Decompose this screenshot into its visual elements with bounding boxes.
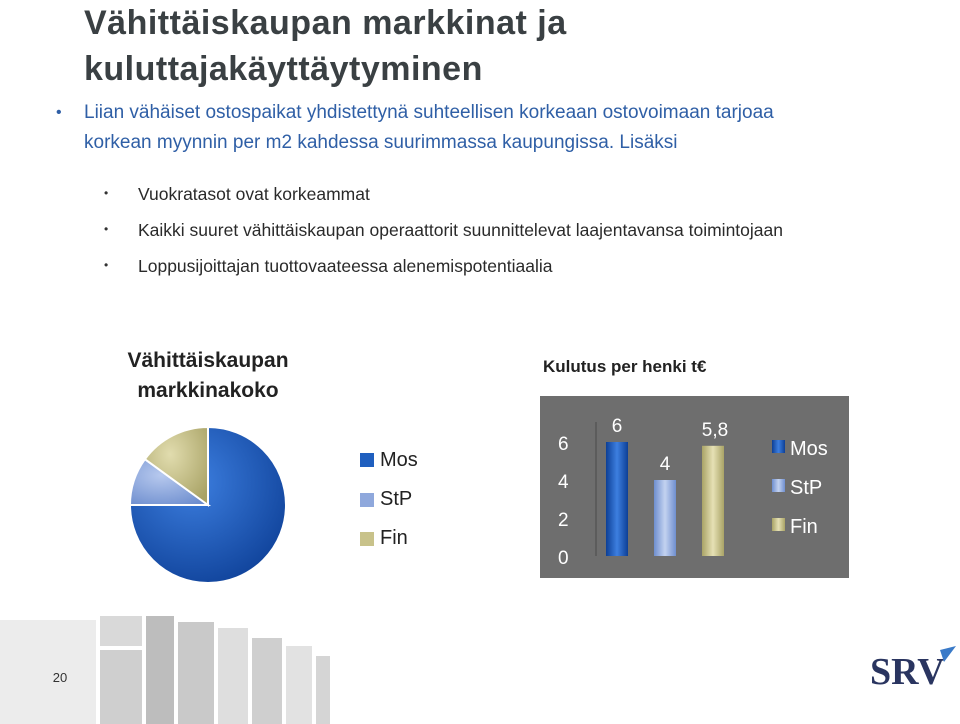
sub-bullet-marker: • — [104, 222, 109, 236]
bar-chart-y-tick: 2 — [558, 510, 569, 531]
sub-bullet-3: Loppusijoittajan tuottovaateessa alenemi… — [138, 256, 553, 276]
bar-data-label-stp: 4 — [660, 454, 671, 475]
bar-fin — [702, 445, 724, 556]
slide-title-line1: Vähittäiskaupan markkinat ja — [84, 4, 567, 42]
pie-legend-swatch-mos — [360, 453, 374, 467]
bar-data-label-mos: 6 — [612, 416, 623, 437]
slide-title: Vähittäiskaupan markkinat ja kuluttajakä… — [84, 0, 944, 92]
bar-legend-mos: Mos — [790, 438, 828, 460]
sub-bullet-marker: • — [104, 258, 109, 272]
bar-legend-swatch-fin — [772, 518, 785, 531]
sub-bullet-marker: • — [104, 186, 109, 200]
pie-chart-title: Vähittäiskaupan markkinakoko — [100, 346, 316, 406]
pie-legend-mos: Mos — [380, 449, 418, 471]
bar-chart: 0 2 4 6 6 4 5,8 Mos StP Fin — [558, 416, 828, 569]
lead-bullet: • — [56, 104, 62, 121]
bar-chart-title: Kulutus per henki t€ — [543, 357, 707, 376]
bar-chart-y-tick: 6 — [558, 434, 569, 455]
footer-decoration — [0, 616, 330, 724]
pie-legend-swatch-fin — [360, 532, 374, 546]
bar-data-label-fin: 5,8 — [702, 420, 728, 441]
lead-line2: korkean myynnin per m2 kahdessa suurimma… — [84, 132, 678, 153]
pie-chart-title-line1: Vähittäiskaupan — [127, 349, 289, 372]
pie-slice-mos — [128, 425, 287, 584]
srv-logo-text: SRV — [870, 651, 945, 690]
bar-mos — [606, 442, 628, 556]
slide-title-line2: kuluttajakäyttäytyminen — [84, 50, 483, 88]
pie-chart — [128, 425, 287, 584]
sub-bullet-2: Kaikki suuret vähittäiskaupan operaattor… — [138, 220, 783, 240]
bar-chart-y-tick: 4 — [558, 472, 569, 493]
lead-paragraph: Liian vähäiset ostospaikat yhdistettynä … — [84, 98, 944, 158]
pie-legend-swatch-stp — [360, 493, 374, 507]
page-number: 20 — [52, 670, 68, 685]
pie-slice-fin — [143, 425, 209, 507]
bar-stp — [654, 480, 676, 556]
bar-legend-stp: StP — [790, 477, 822, 499]
sub-bullet-1: Vuokratasot ovat korkeammat — [138, 184, 370, 204]
bar-chart-panel — [540, 396, 849, 578]
bar-legend-swatch-stp — [772, 479, 785, 492]
srv-logo: SRV — [870, 646, 956, 690]
bar-legend-fin: Fin — [790, 516, 818, 538]
pie-chart-title-line2: markkinakoko — [137, 379, 279, 402]
pie-legend-fin: Fin — [380, 527, 408, 549]
lead-line1: Liian vähäiset ostospaikat yhdistettynä … — [84, 102, 774, 123]
bar-legend-swatch-mos — [772, 440, 785, 453]
pie-legend-stp: StP — [380, 488, 413, 510]
bar-chart-y-tick: 0 — [558, 548, 569, 569]
